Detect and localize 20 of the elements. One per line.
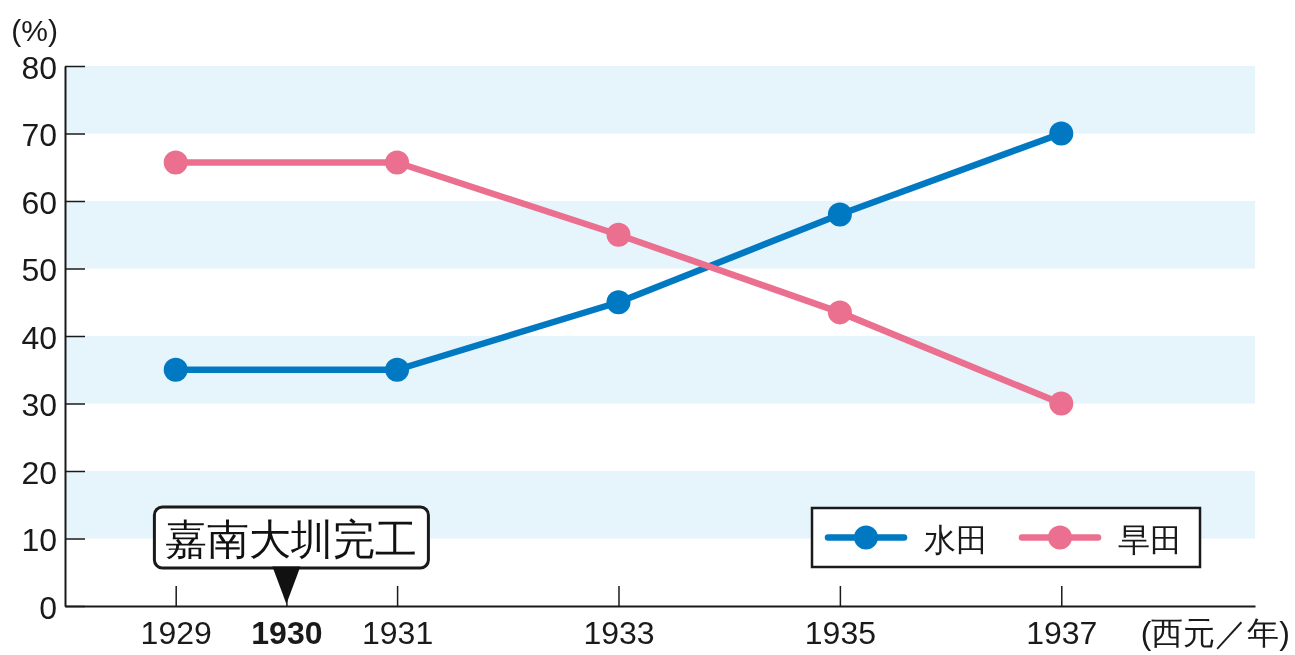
y-tick-label: 80 — [21, 49, 57, 86]
x-tick-label: 1931 — [362, 614, 434, 651]
y-tick-label: 0 — [39, 589, 57, 626]
x-tick-label: 1929 — [140, 614, 212, 651]
x-axis-title: (西元／年) — [1140, 615, 1290, 651]
legend-label: 旱田 — [1118, 521, 1182, 558]
annotation: 嘉南大圳完工 — [165, 516, 418, 563]
x-tick-label: 1935 — [804, 614, 876, 651]
x-tick-label: 1937 — [1026, 614, 1098, 651]
y-tick-label: 10 — [21, 522, 57, 559]
y-tick-label: 50 — [21, 252, 57, 289]
x-tick-label: 1933 — [583, 614, 655, 651]
y-tick-label: 60 — [21, 184, 57, 221]
y-tick-label: 70 — [21, 117, 57, 154]
y-tick-label: 40 — [21, 319, 57, 356]
y-tick-label: 30 — [21, 387, 57, 424]
y-tick-label: 20 — [21, 454, 57, 491]
legend-label: 水田 — [924, 521, 988, 558]
x-tick-label: 1930 — [251, 614, 323, 651]
y-axis-title: (%) — [11, 14, 58, 47]
